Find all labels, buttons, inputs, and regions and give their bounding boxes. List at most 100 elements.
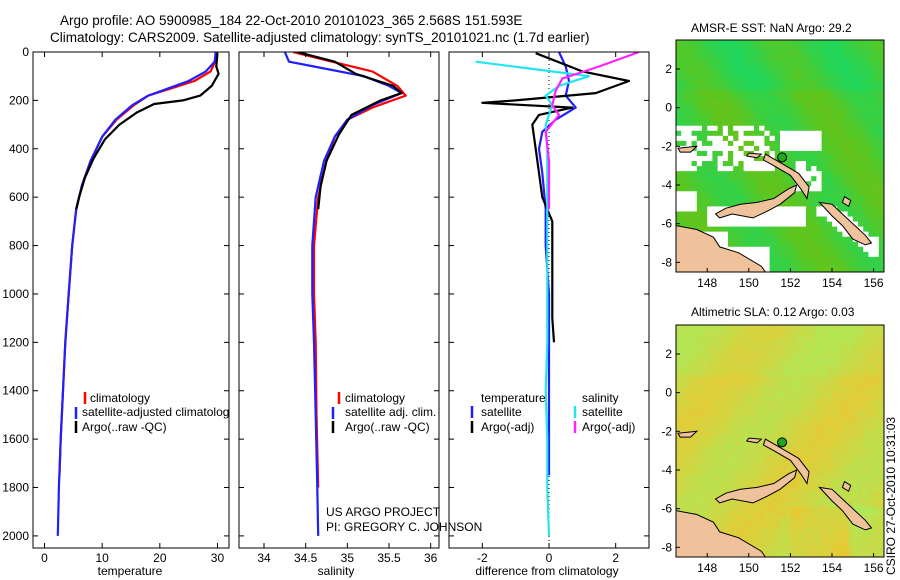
map-cell [774,345,781,351]
map-cell [811,385,817,391]
map-cell [821,330,828,336]
map-cell [733,125,739,132]
map-cell [800,256,807,263]
map-cell [816,370,822,376]
map-cell [780,171,786,177]
map-cell [816,435,822,442]
map-cell [878,476,884,482]
map-cell [691,75,698,81]
map-cell [858,50,864,56]
map-cell [728,60,734,66]
map-cell [676,100,682,106]
map-cell [722,456,729,462]
map-cell [759,360,765,366]
map-cell [873,166,880,172]
map-cell [816,140,822,147]
map-cell [785,130,791,137]
legend-label-temperature: temperature [481,391,546,405]
map-cell [878,145,884,152]
map-cell [707,410,713,417]
map-cell [686,355,692,361]
map-cell [686,75,692,81]
map-cell [738,451,744,457]
map-cell [837,400,843,407]
map-cell [837,150,843,157]
map-cell [832,156,838,162]
map-cell [837,125,843,132]
map-cell [811,231,817,238]
map-cell [754,466,760,472]
map-cell [863,145,869,152]
map-cell [780,511,786,518]
map-cell [842,551,848,557]
map-cell [754,120,760,127]
map-cell [816,511,822,518]
map-cell [769,120,776,127]
map-cell [717,385,724,391]
map-cell [754,451,760,457]
map-cell [806,181,812,187]
map-cell [676,355,682,361]
map-cell [780,456,786,462]
land-polygon [762,153,810,200]
map-cell [748,70,755,76]
map-cell [863,196,869,202]
map-cell [800,65,807,71]
land-polygon [841,480,852,493]
map-cell [780,75,786,81]
map-cell [790,40,796,46]
map-cell [774,420,781,427]
map-cell [733,476,739,482]
map-cell [852,70,859,76]
map-cell [764,395,770,402]
map-cell [842,105,848,112]
map-cell [863,226,869,233]
map-cell [774,476,781,482]
map-cell [759,461,765,467]
y-tick-label: -4 [661,463,672,477]
map-cell [873,390,880,397]
map-cell [790,425,796,432]
map-cell [790,70,796,76]
map-cell [800,161,807,167]
map-cell [696,340,703,346]
map-cell [795,435,802,442]
map-cell [878,551,884,557]
map-cell [878,181,884,187]
map-cell [676,365,682,371]
map-cell [816,451,822,457]
map-cell [858,370,864,376]
map-cell [722,186,729,192]
map-cell [878,261,884,268]
map-cell [816,105,822,112]
x-tick-label: 148 [697,561,717,575]
map-cell [691,415,698,422]
map-cell [759,441,765,447]
map-cell [696,211,703,217]
map-cell [759,430,765,437]
map-cell [764,425,770,432]
map-cell [774,60,781,66]
map-cell [743,385,750,391]
map-cell [852,181,859,187]
x-tick-label: 10 [95,551,109,565]
map-cell [785,85,791,91]
map-cell [738,430,744,437]
map-cell [852,216,859,222]
map-cell [691,365,698,371]
map-cell [842,125,848,132]
map-cell [800,526,807,533]
map-cell [733,425,739,432]
map-cell [733,75,739,81]
map-cell [811,156,817,162]
map-cell [785,231,791,238]
map-cell [858,441,864,447]
map-cell [852,325,859,331]
map-cell [821,335,828,341]
map-cell [816,201,822,207]
map-cell [847,471,854,477]
map-cell [738,45,744,51]
map-cell [738,501,744,507]
map-cell [785,360,791,366]
map-cell [863,385,869,391]
